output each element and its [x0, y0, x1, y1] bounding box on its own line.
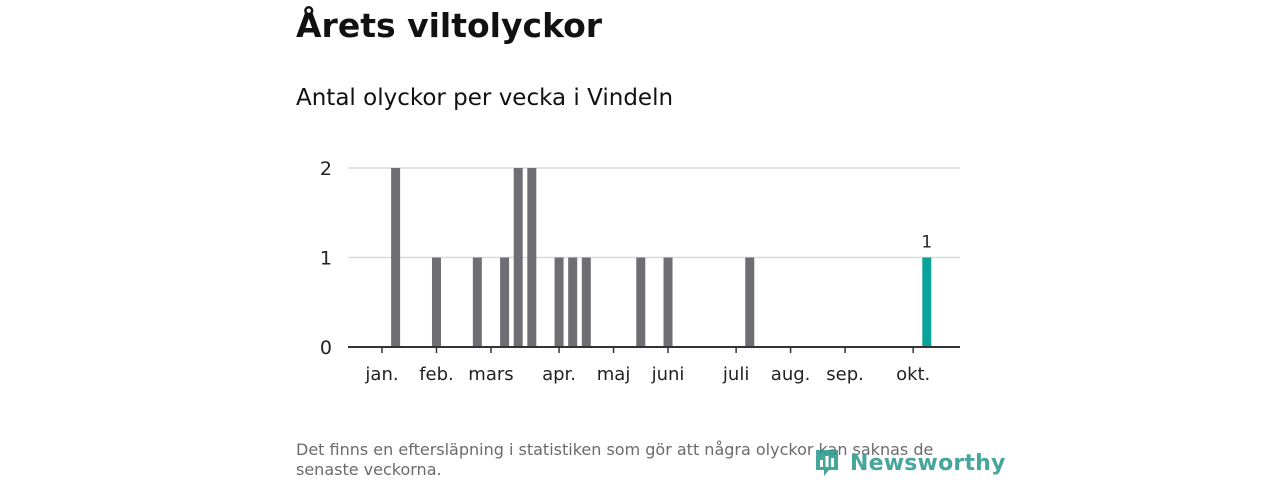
x-tick-label: juni — [651, 364, 685, 385]
bar — [527, 168, 537, 347]
y-tick-label: 2 — [320, 158, 332, 180]
x-tick-label: okt. — [896, 364, 930, 385]
bar — [663, 257, 673, 347]
bar — [568, 257, 578, 347]
bar — [636, 257, 646, 347]
chart-title: Årets viltolyckor — [296, 6, 603, 45]
x-tick-label: mars — [468, 364, 513, 385]
newsworthy-logo: Newsworthy — [814, 446, 1006, 480]
y-tick-label: 1 — [320, 248, 332, 270]
newsworthy-logo-text: Newsworthy — [850, 450, 1006, 476]
bar — [431, 257, 441, 347]
bar-highlight — [922, 257, 932, 347]
chart-subtitle: Antal olyckor per vecka i Vindeln — [296, 85, 674, 111]
bar — [391, 168, 401, 347]
bar — [472, 257, 482, 347]
bar — [745, 257, 755, 347]
x-tick-label: sep. — [826, 364, 864, 385]
y-tick-label: 0 — [320, 337, 332, 359]
x-tick-label: jan. — [364, 364, 398, 385]
x-tick-label: juli — [722, 364, 749, 385]
x-tick-label: feb. — [419, 364, 454, 385]
bar — [581, 257, 591, 347]
bar — [500, 257, 510, 347]
x-tick-label: maj — [597, 364, 631, 385]
newsworthy-logo-icon — [816, 450, 838, 476]
x-tick-label: aug. — [771, 364, 811, 385]
footnote: Det finns en eftersläpning i statistiken… — [296, 440, 934, 479]
bar — [554, 257, 564, 347]
bar — [513, 168, 523, 347]
bar-data-label: 1 — [921, 233, 932, 253]
x-tick-label: apr. — [542, 364, 576, 385]
bar-chart: 0 1 2 1 jan. feb. mars apr. maj juni juli aug. sep. o… — [320, 158, 960, 385]
